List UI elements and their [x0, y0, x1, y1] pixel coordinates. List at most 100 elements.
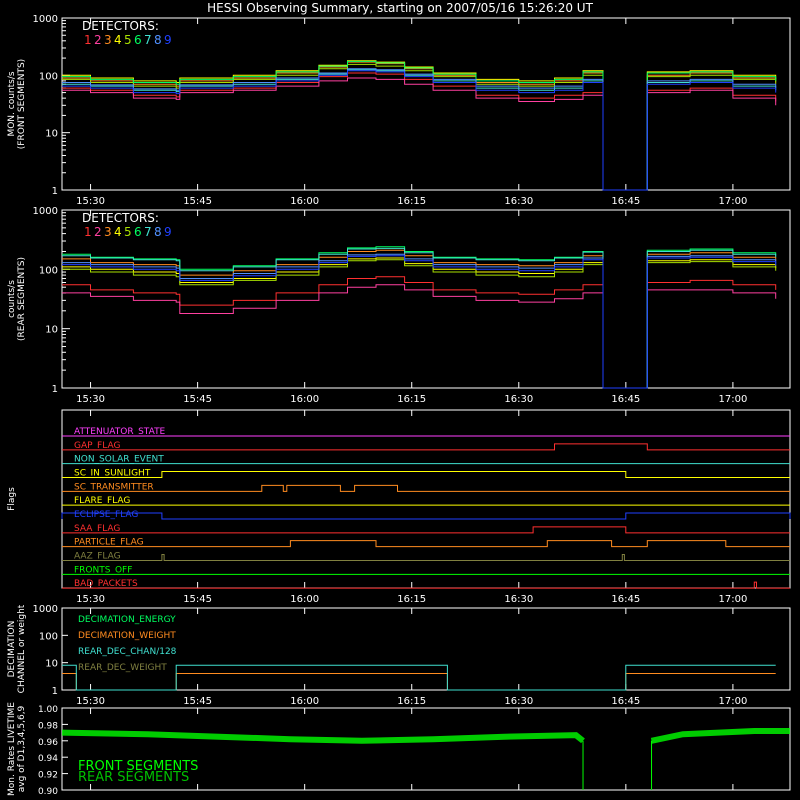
flag-label: GAP_FLAG	[74, 441, 120, 451]
legend-detector-number: 8	[154, 225, 162, 239]
y-tick-label: 10	[45, 129, 58, 140]
x-tick-label: 16:30	[504, 594, 533, 605]
flag-label: BAD_PACKETS	[74, 579, 138, 589]
legend-detector-number: 1	[84, 33, 92, 47]
x-tick-label: 15:45	[183, 394, 212, 405]
y-tick-label: 100	[39, 71, 58, 82]
legend-title: DETECTORS:	[82, 19, 159, 33]
flag-label: FLARE_FLAG	[74, 496, 130, 506]
y-tick-label: 100	[39, 265, 58, 276]
legend-title: DETECTORS:	[82, 211, 159, 225]
detector-series-line	[62, 70, 777, 191]
flag-label: SC_IN_SUNLIGHT	[74, 469, 151, 479]
panel-frame-0	[61, 17, 791, 191]
y-tick-label: 1.00	[38, 705, 58, 715]
x-tick-label: 15:30	[76, 196, 105, 207]
flag-line	[61, 512, 791, 520]
x-tick-label: 16:15	[397, 594, 426, 605]
y-tick-label: 1	[52, 384, 58, 395]
chart-title: HESSI Observing Summary, starting on 200…	[207, 1, 593, 15]
y-tick-label: 1	[52, 686, 58, 697]
x-tick-label: 15:45	[183, 196, 212, 207]
legend-detector-number: 6	[134, 33, 142, 47]
x-tick-label: 16:15	[397, 696, 426, 707]
x-tick-label: 15:30	[76, 394, 105, 405]
x-tick-label: 16:00	[290, 696, 319, 707]
x-tick-label: 16:30	[504, 394, 533, 405]
panels: 1 10 100 1000 MON. counts/s (FRONT SEGMENTS) 1…	[7, 14, 791, 797]
x-tick-label: 15:30	[76, 594, 105, 605]
legend-detector-number: 5	[124, 225, 132, 239]
legend-detector-number: 4	[114, 33, 122, 47]
decimation-series-line	[62, 664, 776, 691]
x-tick-label: 16:30	[504, 696, 533, 707]
y-tick-label: 0.90	[38, 787, 58, 797]
livetime-legend-label: FRONT SEGMENTS	[78, 759, 198, 774]
legend-detector-number: 2	[94, 225, 102, 239]
decimation-legend-label: DECIMATION_WEIGHT	[78, 631, 176, 641]
flag-label: NON_SOLAR_EVENT	[74, 455, 164, 465]
flag-label: ECLIPSE_FLAG	[74, 510, 138, 520]
flag-line	[62, 554, 790, 561]
flag-line	[62, 443, 790, 451]
x-tick-label: 16:00	[290, 394, 319, 405]
legend-detector-number: 3	[104, 33, 112, 47]
y-tick-label: 1000	[33, 604, 58, 615]
x-tick-label: 15:45	[183, 696, 212, 707]
flag-line	[62, 484, 790, 492]
detector-series-line	[62, 255, 777, 389]
flag-label: FRONTS_OFF	[74, 565, 132, 575]
x-tick-label: 16:30	[504, 196, 533, 207]
flag-label: AAZ_FLAG	[74, 552, 121, 562]
flag-line	[62, 471, 790, 478]
livetime-front-line	[61, 729, 585, 744]
flag-line	[62, 540, 790, 548]
x-tick-label: 17:00	[718, 594, 747, 605]
y-tick-label: 0.94	[38, 754, 58, 764]
y-tick-label: 1000	[33, 14, 58, 25]
legend-detector-number: 9	[164, 33, 172, 47]
x-tick-label: 16:00	[290, 594, 319, 605]
panel-frame-3	[61, 607, 791, 691]
y-tick-label: 10	[45, 325, 58, 336]
flag-line	[62, 526, 790, 534]
y-axis-label: DECIMATION	[7, 621, 17, 678]
x-tick-label: 15:30	[76, 696, 105, 707]
livetime-front-line-2	[650, 728, 790, 744]
legend-detector-number: 8	[154, 33, 162, 47]
legend-detector-number: 2	[94, 33, 102, 47]
y-axis-label-2: avg of D1,3,4,5,6,9	[17, 705, 27, 792]
legend-detector-number: 4	[114, 225, 122, 239]
legend-detector-number: 9	[164, 225, 172, 239]
y-tick-label: 100	[39, 631, 58, 642]
y-axis-label-2: (REAR SEGMENTS)	[17, 257, 27, 341]
x-tick-label: 16:45	[611, 394, 640, 405]
decimation-legend-label: REAR_DEC_WEIGHT	[78, 663, 167, 673]
flag-label: SC_TRANSMITTER	[74, 482, 154, 492]
legend-detector-number: 5	[124, 33, 132, 47]
y-axis-label-2: CHANNEL or weight	[17, 604, 27, 693]
decimation-legend-label: DECIMATION_ENERGY	[78, 615, 176, 625]
x-tick-label: 17:00	[718, 196, 747, 207]
x-tick-label: 16:15	[397, 196, 426, 207]
y-axis-label: Mon. Rates LIVETIME	[7, 702, 17, 796]
flag-label: SAA_FLAG	[74, 524, 120, 534]
x-tick-label: 16:45	[611, 594, 640, 605]
y-tick-label: 1	[52, 186, 58, 197]
x-tick-label: 15:45	[183, 594, 212, 605]
legend-detector-number: 1	[84, 225, 92, 239]
y-axis-label: MON. counts/s	[7, 71, 17, 136]
x-tick-label: 17:00	[718, 394, 747, 405]
livetime-legend-label: REAR SEGMENTS	[78, 770, 189, 785]
x-tick-label: 16:00	[290, 196, 319, 207]
y-tick-label: 1000	[33, 206, 58, 217]
y-axis-label: Flags	[7, 487, 17, 511]
panel-frame-4	[61, 707, 791, 791]
y-tick-label: 0.98	[38, 721, 58, 731]
legend-detector-number: 7	[144, 33, 152, 47]
flag-line	[62, 581, 790, 589]
legend-detector-number: 7	[144, 225, 152, 239]
y-axis-label-2: (FRONT SEGMENTS)	[17, 59, 27, 149]
